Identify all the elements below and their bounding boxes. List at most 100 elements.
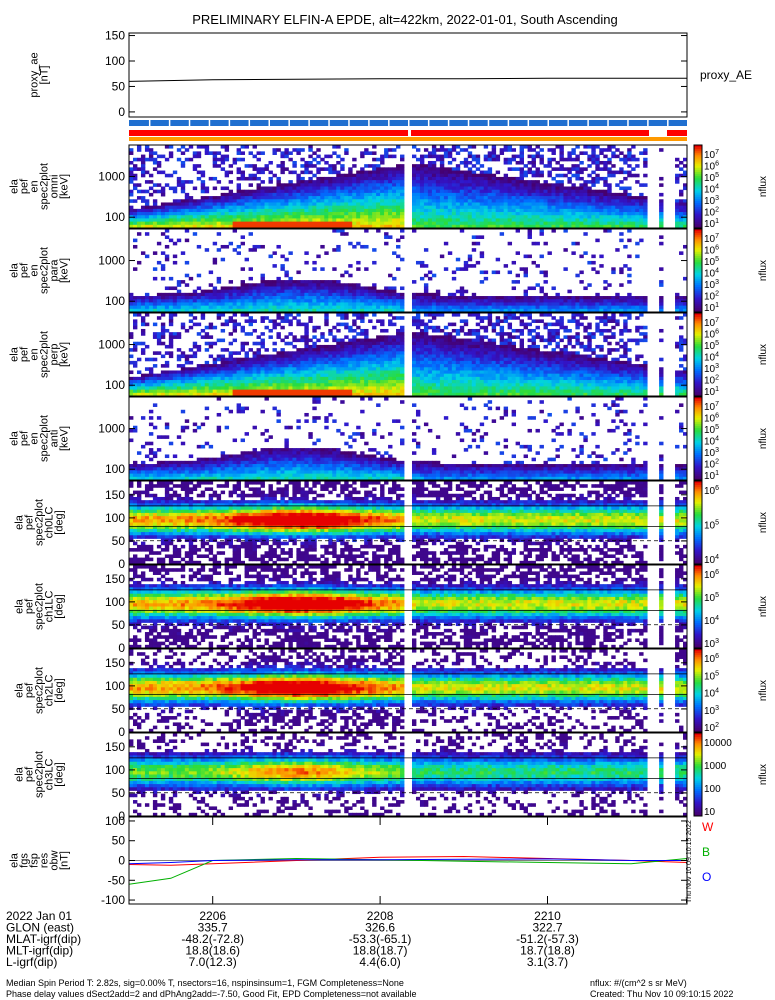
heatmap-cell xyxy=(463,221,469,226)
heatmap-cell xyxy=(543,273,548,278)
heatmap-cell xyxy=(591,296,596,300)
heatmap-cell xyxy=(551,199,556,203)
colorbar-cell xyxy=(694,151,702,154)
heatmap-cell xyxy=(212,218,218,223)
heatmap-cell xyxy=(196,218,202,223)
heatmap-cell xyxy=(132,319,138,323)
heatmap-cell xyxy=(360,154,365,159)
heatmap-cell xyxy=(308,296,313,300)
heatmap-cell xyxy=(172,386,178,391)
heatmap-cell xyxy=(264,389,269,394)
heatmap-cell xyxy=(531,180,536,184)
heatmap-cell xyxy=(212,308,218,313)
heatmap-cell xyxy=(527,180,532,184)
heatmap-cell xyxy=(196,221,202,226)
heatmap-cell xyxy=(176,176,182,181)
heatmap-cell xyxy=(487,299,493,303)
heatmap-cell xyxy=(292,199,297,203)
heatmap-cell xyxy=(336,244,341,249)
heatmap-cell xyxy=(388,313,393,317)
heatmap-cell xyxy=(400,199,405,203)
heatmap-cell xyxy=(467,218,473,223)
heatmap-cell xyxy=(683,202,688,207)
heatmap-cell xyxy=(467,196,473,200)
heatmap-cell xyxy=(136,392,142,397)
heatmap-cell xyxy=(559,308,564,313)
heatmap-cell xyxy=(575,208,580,213)
heatmap-cell xyxy=(599,208,604,213)
heatmap-cell xyxy=(184,299,190,303)
heatmap-cell xyxy=(372,196,377,200)
heatmap-cell xyxy=(168,370,174,375)
heatmap-cell xyxy=(196,292,202,297)
heatmap-cell xyxy=(423,296,429,300)
heatmap-cell xyxy=(276,280,281,284)
heatmap-cell xyxy=(144,389,150,394)
heatmap-cell xyxy=(256,218,261,223)
heatmap-cell xyxy=(208,221,214,226)
heatmap-cell xyxy=(443,215,449,219)
heatmap-cell xyxy=(543,196,548,200)
heatmap-cell xyxy=(507,199,513,203)
heatmap-cell xyxy=(396,302,401,307)
heatmap-cell xyxy=(495,202,501,207)
heatmap-cell xyxy=(296,348,301,352)
heatmap-cell xyxy=(396,164,401,168)
heatmap-cell xyxy=(475,196,481,200)
heatmap-cell xyxy=(591,176,596,181)
heatmap-cell xyxy=(384,344,389,349)
heatmap-cell xyxy=(547,208,552,213)
heatmap-cell xyxy=(160,386,166,391)
heatmap-cell xyxy=(368,292,373,297)
heatmap-cell xyxy=(587,189,592,194)
heatmap-cell xyxy=(368,354,373,359)
heatmap-cell xyxy=(419,221,425,226)
colorbar-cell xyxy=(694,217,702,221)
heatmap-cell xyxy=(240,376,245,381)
heatmap-cell xyxy=(224,199,230,203)
heatmap-cell xyxy=(268,305,273,310)
heatmap-cell xyxy=(523,202,528,207)
heatmap-cell xyxy=(196,296,202,300)
heatmap-cell xyxy=(491,186,497,191)
heatmap-cell xyxy=(276,383,281,387)
heatmap-cell xyxy=(184,215,190,219)
heatmap-cell xyxy=(659,199,664,203)
heatmap-cell xyxy=(503,180,509,184)
heatmap-cell xyxy=(216,299,222,303)
heatmap-cell xyxy=(439,202,445,207)
heatmap-cell xyxy=(360,305,365,310)
heatmap-cell xyxy=(376,183,381,187)
heatmap-cell xyxy=(360,202,365,207)
heatmap-cell xyxy=(423,170,429,175)
heatmap-cell xyxy=(256,292,261,297)
heatmap-cell xyxy=(364,308,369,313)
heatmap-cell xyxy=(336,383,341,387)
heatmap-cell xyxy=(256,212,261,216)
heatmap-cell xyxy=(332,376,337,381)
heatmap-cell xyxy=(427,270,433,275)
colorbar-cell xyxy=(694,149,702,152)
heatmap-cell xyxy=(679,251,684,255)
heatmap-cell xyxy=(611,218,616,223)
heatmap-cell xyxy=(292,183,297,187)
heatmap-cell xyxy=(340,344,345,349)
heatmap-cell xyxy=(188,354,194,359)
heatmap-cell xyxy=(340,338,345,343)
heatmap-cell xyxy=(499,212,505,216)
heatmap-cell xyxy=(248,380,253,384)
heatmap-cell xyxy=(264,289,269,294)
heatmap-cell xyxy=(348,344,353,349)
heatmap-cell xyxy=(320,176,325,181)
heatmap-cell xyxy=(364,173,369,178)
heatmap-cell xyxy=(328,176,333,181)
heatmap-cell xyxy=(324,357,329,362)
heatmap-cell xyxy=(129,212,134,216)
heatmap-cell xyxy=(388,296,393,300)
heatmap-cell xyxy=(336,357,341,362)
heatmap-cell xyxy=(200,308,206,313)
heatmap-cell xyxy=(180,354,186,359)
heatmap-cell xyxy=(555,224,560,229)
heatmap-cell xyxy=(200,289,206,294)
